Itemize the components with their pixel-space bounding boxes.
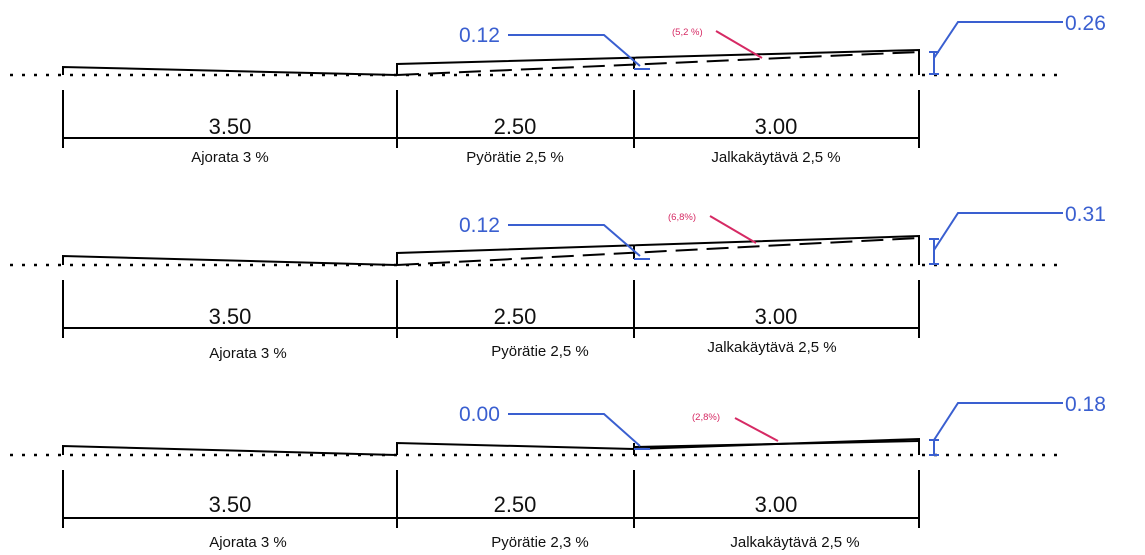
original-surface-dashed	[396, 237, 920, 266]
callout-right-value: 0.18	[1065, 393, 1106, 416]
width-sidewalk: 3.00	[755, 492, 798, 517]
callout-left-leader	[508, 224, 641, 257]
road-surface	[62, 65, 398, 76]
callout-right-leader	[933, 21, 1063, 59]
original-surface-dashed	[396, 51, 920, 76]
cross-section-2: 3.50 2.50 3.00 Ajorata 3 % Pyörätie 2,5 …	[10, 203, 1106, 362]
label-road: Ajorata 3 %	[209, 345, 287, 362]
slope-label: (2,8%)	[692, 412, 720, 423]
original-surface	[633, 440, 920, 448]
label-sidewalk: Jalkakäytävä 2,5 %	[707, 339, 836, 356]
width-road: 3.50	[209, 304, 252, 329]
label-road: Ajorata 3 %	[191, 149, 269, 166]
cross-section-3: 3.50 2.50 3.00 Ajorata 3 % Pyörätie 2,3 …	[10, 393, 1106, 551]
slope-leader	[734, 417, 779, 442]
callout-right-leader	[933, 212, 1063, 251]
label-bike-path: Pyörätie 2,3 %	[491, 534, 589, 551]
callout-left-value: 0.12	[459, 214, 500, 237]
width-bike-path: 2.50	[494, 492, 537, 517]
width-road: 3.50	[209, 114, 252, 139]
callout-right-value: 0.26	[1065, 12, 1106, 35]
callout-left-value: 0.00	[459, 403, 500, 426]
slope-leader	[709, 215, 757, 244]
slope-leader	[715, 30, 763, 59]
slope-label: (6,8%)	[668, 212, 696, 223]
slope-label: (5,2 %)	[672, 27, 703, 38]
label-bike-path: Pyörätie 2,5 %	[491, 343, 589, 360]
width-bike-path: 2.50	[494, 114, 537, 139]
width-sidewalk: 3.00	[755, 114, 798, 139]
path-surface	[396, 234, 920, 265]
callout-left-value: 0.12	[459, 24, 500, 47]
label-sidewalk: Jalkakäytävä 2,5 %	[730, 534, 859, 551]
label-bike-path: Pyörätie 2,5 %	[466, 149, 564, 166]
cross-section-1: 3.50 2.50 3.00 Ajorata 3 % Pyörätie 2,5 …	[10, 12, 1106, 166]
callout-left-leader	[508, 413, 641, 447]
road-surface	[62, 444, 398, 456]
callout-right-leader	[933, 402, 1063, 441]
callout-right-value: 0.31	[1065, 203, 1106, 226]
path-surface	[396, 48, 920, 75]
label-sidewalk: Jalkakäytävä 2,5 %	[711, 149, 840, 166]
road-surface	[62, 254, 398, 266]
label-road: Ajorata 3 %	[209, 534, 287, 551]
width-sidewalk: 3.00	[755, 304, 798, 329]
width-road: 3.50	[209, 492, 252, 517]
width-bike-path: 2.50	[494, 304, 537, 329]
callout-left-leader	[508, 34, 641, 67]
